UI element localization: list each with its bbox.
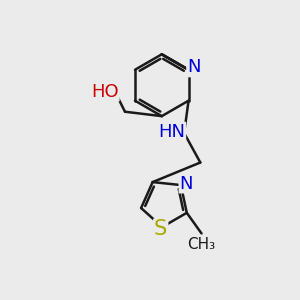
Text: CH₃: CH₃ (188, 237, 216, 252)
Text: HN: HN (158, 123, 185, 141)
Text: S: S (154, 219, 167, 239)
Text: N: N (187, 58, 201, 76)
Text: N: N (179, 175, 193, 193)
Text: HO: HO (91, 83, 119, 101)
